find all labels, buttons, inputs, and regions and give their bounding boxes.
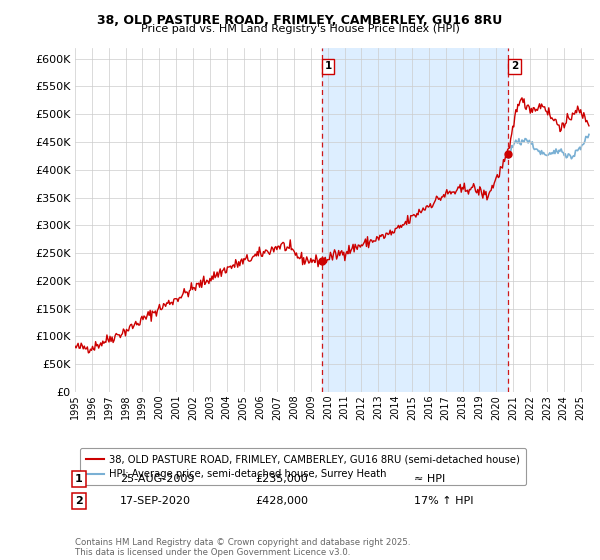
Text: 38, OLD PASTURE ROAD, FRIMLEY, CAMBERLEY, GU16 8RU: 38, OLD PASTURE ROAD, FRIMLEY, CAMBERLEY… xyxy=(97,14,503,27)
Text: 17% ↑ HPI: 17% ↑ HPI xyxy=(414,496,473,506)
Text: 17-SEP-2020: 17-SEP-2020 xyxy=(120,496,191,506)
Text: 25-AUG-2009: 25-AUG-2009 xyxy=(120,474,194,484)
Text: Price paid vs. HM Land Registry's House Price Index (HPI): Price paid vs. HM Land Registry's House … xyxy=(140,24,460,34)
Text: 1: 1 xyxy=(75,474,83,484)
Text: ≈ HPI: ≈ HPI xyxy=(414,474,445,484)
Text: 1: 1 xyxy=(325,62,332,71)
Text: £235,000: £235,000 xyxy=(255,474,308,484)
Text: £428,000: £428,000 xyxy=(255,496,308,506)
Text: Contains HM Land Registry data © Crown copyright and database right 2025.
This d: Contains HM Land Registry data © Crown c… xyxy=(75,538,410,557)
Text: 2: 2 xyxy=(75,496,83,506)
Text: 2: 2 xyxy=(511,62,518,71)
Legend: 38, OLD PASTURE ROAD, FRIMLEY, CAMBERLEY, GU16 8RU (semi-detached house), HPI: A: 38, OLD PASTURE ROAD, FRIMLEY, CAMBERLEY… xyxy=(80,448,526,485)
Bar xyxy=(322,48,508,392)
